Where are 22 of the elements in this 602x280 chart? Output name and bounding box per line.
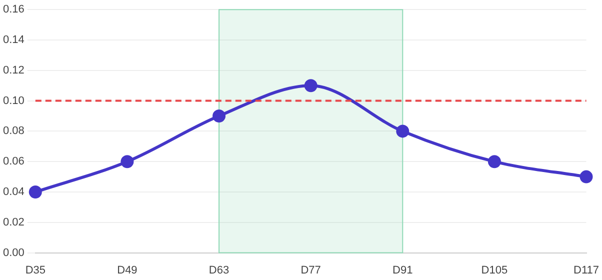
point — [580, 170, 593, 184]
y-tick-label: 0.08 — [2, 125, 24, 138]
point — [120, 155, 134, 168]
point — [212, 110, 226, 122]
y-tick-label: 0.16 — [2, 4, 24, 16]
point — [488, 155, 501, 168]
y-tick-label: 0.04 — [2, 186, 24, 198]
x-tick-label: D91 — [392, 264, 413, 276]
x-tick-label: D117 — [574, 264, 599, 276]
point — [396, 124, 410, 138]
y-tick-label: 0.12 — [2, 64, 24, 76]
y-tick-label: 0.06 — [2, 156, 24, 168]
x-tick-label: D63 — [208, 264, 230, 276]
y-tick-label: 0.14 — [2, 34, 24, 46]
y-tick-label: 0.00 — [2, 246, 24, 259]
y-tick-label: 0.10 — [2, 94, 24, 107]
x-tick-label: D35 — [25, 264, 46, 276]
x-tick-label: D77 — [300, 264, 321, 276]
x-tick-label: D105 — [481, 264, 508, 276]
x-tick-label: D49 — [117, 264, 138, 276]
point — [304, 79, 318, 92]
y-tick-label: 0.02 — [2, 216, 24, 228]
